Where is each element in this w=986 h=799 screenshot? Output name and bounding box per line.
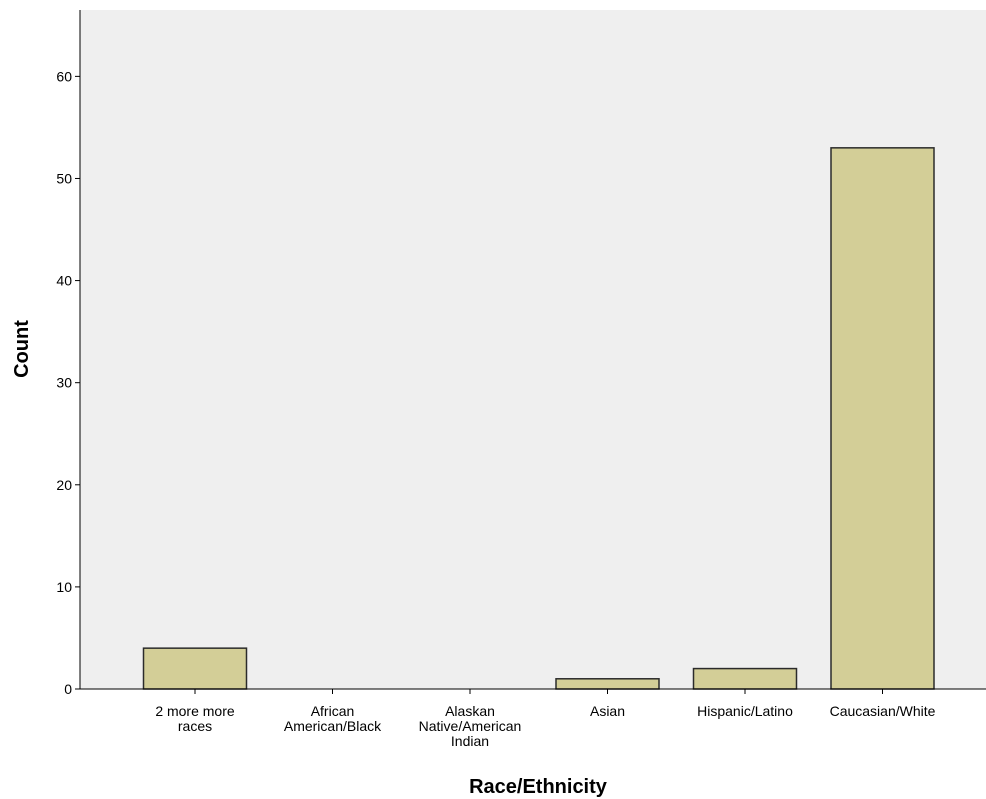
x-category-label-line: Hispanic/Latino xyxy=(697,703,793,719)
y-tick-label: 60 xyxy=(56,68,72,84)
y-tick-label: 0 xyxy=(64,681,72,697)
bar xyxy=(830,147,935,690)
x-category-label-line: American/Black xyxy=(284,718,382,734)
x-category-label: Asian xyxy=(590,703,625,719)
bar xyxy=(692,667,798,690)
bars-group xyxy=(142,147,935,690)
x-category-label: Alaskan Native/American Indian xyxy=(419,703,522,749)
x-ticks-group: 2 more more races African American/Black Ala… xyxy=(155,689,936,749)
y-ticks-group: 0 10 20 30 40 50 60 xyxy=(56,68,80,697)
bar xyxy=(555,678,660,690)
x-category-label: Caucasian/White xyxy=(830,703,936,719)
x-category-label-line: Indian xyxy=(451,733,489,749)
x-category-label: African American/Black xyxy=(284,703,382,734)
x-category-label-line: 2 more more xyxy=(155,703,235,719)
x-category-label-line: Asian xyxy=(590,703,625,719)
x-category-label-line: races xyxy=(178,718,212,734)
y-tick-label: 40 xyxy=(56,273,72,289)
y-axis-title: Count xyxy=(11,320,33,378)
y-tick-label: 30 xyxy=(56,375,72,391)
x-category-label-line: African xyxy=(311,703,355,719)
x-category-label: Hispanic/Latino xyxy=(697,703,793,719)
y-tick-label: 10 xyxy=(56,579,72,595)
y-tick-label: 50 xyxy=(56,170,72,186)
x-category-label: 2 more more races xyxy=(155,703,235,734)
y-tick-label: 20 xyxy=(56,477,72,493)
x-category-label-line: Caucasian/White xyxy=(830,703,936,719)
x-category-label-line: Native/American xyxy=(419,718,522,734)
bar xyxy=(142,647,248,690)
x-category-label-line: Alaskan xyxy=(445,703,495,719)
x-axis-title: Race/Ethnicity xyxy=(469,776,608,798)
